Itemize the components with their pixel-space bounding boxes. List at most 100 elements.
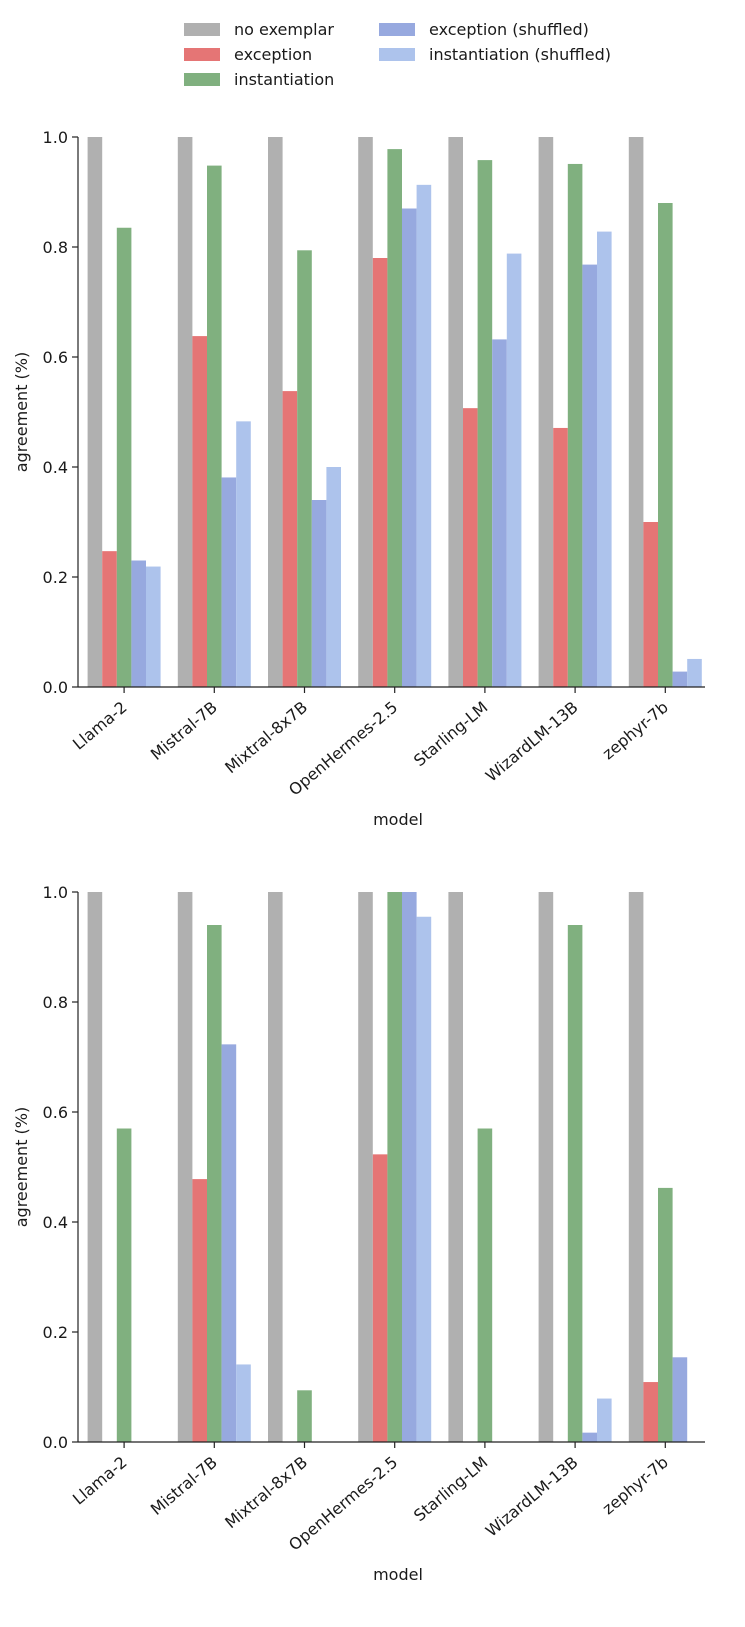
- bar-mixtral-8x7b-exception: [282, 391, 298, 687]
- bar-zephyr-7b-instantiation: [658, 1187, 673, 1442]
- x-tick-label-starling-lm: Starling-LM: [410, 1453, 492, 1526]
- bar-openhermes-2-5-exception-shuffled: [402, 892, 417, 1442]
- bar-zephyr-7b-exception: [643, 1382, 658, 1442]
- bar-zephyr-7b-no-exemplar: [628, 137, 644, 687]
- bar-wizardlm-13b-instantiation: [567, 163, 583, 687]
- bar-mixtral-8x7b-no-exemplar: [268, 892, 283, 1442]
- bar-mixtral-8x7b-exception-shuffled: [311, 500, 327, 687]
- bar-starling-lm-instantiation: [477, 160, 493, 688]
- y-axis-title: agreement (%): [12, 352, 31, 473]
- x-tick-label-zephyr-7b: zephyr-7b: [599, 1453, 672, 1519]
- bar-openhermes-2-5-instantiation-shuffled: [416, 916, 432, 1442]
- y-tick-label: 0.8: [43, 238, 68, 257]
- bar-openhermes-2-5-exception: [372, 1154, 388, 1442]
- bar-mixtral-8x7b-instantiation: [297, 250, 312, 688]
- legend-label-exception: exception: [234, 44, 313, 64]
- legend: no exemplar exception instantiation exce…: [184, 18, 644, 98]
- y-tick-label: 0.4: [43, 1213, 68, 1232]
- legend-item-exception: exception: [184, 43, 312, 65]
- x-tick-label-starling-lm: Starling-LM: [410, 698, 492, 771]
- bar-mistral-7b-no-exemplar: [177, 892, 193, 1442]
- legend-label-exception-shuffled: exception (shuffled): [429, 19, 589, 39]
- y-tick-label: 0.6: [43, 348, 68, 367]
- bar-openhermes-2-5-exception-shuffled: [402, 208, 417, 687]
- y-tick-label: 0.2: [43, 1323, 68, 1342]
- legend-swatch-no-exemplar: [184, 22, 220, 36]
- legend-swatch-exception-shuffled: [379, 22, 415, 36]
- x-tick-label-mistral-7b: Mistral-7B: [147, 698, 221, 764]
- y-tick-label: 0.4: [43, 458, 68, 477]
- bar-llama-2-exception: [102, 551, 117, 687]
- legend-label-instantiation-shuffled: instantiation (shuffled): [429, 44, 611, 64]
- bar-zephyr-7b-instantiation: [658, 203, 673, 687]
- y-tick-label: 1.0: [43, 128, 68, 147]
- bar-wizardlm-13b-instantiation: [567, 925, 583, 1442]
- bar-starling-lm-no-exemplar: [448, 137, 463, 687]
- x-axis-title: model: [373, 810, 423, 829]
- bar-mistral-7b-exception-shuffled: [221, 477, 237, 687]
- chart-top: 0.0 0.2 0.4 0.6 0.8 1.0 Llama-2 Mistral-7B Mixtr…: [12, 128, 705, 829]
- bar-mistral-7b-exception: [192, 1179, 207, 1442]
- y-tick-label: 0.2: [43, 568, 68, 587]
- x-tick-label-mixtral-8x7b: Mixtral-8x7B: [221, 698, 311, 778]
- bar-zephyr-7b-instantiation-shuffled: [687, 658, 702, 687]
- x-tick-label-llama-2: Llama-2: [69, 1453, 131, 1509]
- bar-openhermes-2-5-instantiation-shuffled: [416, 184, 432, 687]
- legend-label-no-exemplar: no exemplar: [234, 19, 334, 39]
- bar-openhermes-2-5-instantiation: [387, 892, 402, 1442]
- bar-zephyr-7b-exception-shuffled: [672, 1357, 688, 1442]
- legend-item-no-exemplar: no exemplar: [184, 18, 334, 40]
- bar-starling-lm-instantiation-shuffled: [506, 253, 522, 687]
- legend-label-instantiation: instantiation: [234, 69, 335, 89]
- bar-mixtral-8x7b-instantiation: [297, 1390, 312, 1442]
- bar-zephyr-7b-exception: [643, 522, 658, 687]
- bar-wizardlm-13b-exception-shuffled: [582, 264, 597, 687]
- bar-llama-2-exception-shuffled: [131, 560, 146, 687]
- x-tick-label-mixtral-8x7b: Mixtral-8x7B: [221, 1453, 311, 1533]
- x-axis-title: model: [373, 1565, 423, 1584]
- chart-bottom: 0.0 0.2 0.4 0.6 0.8 1.0 Llama-2 Mistral-7B Mixtr…: [12, 883, 705, 1584]
- bar-mistral-7b-exception: [192, 336, 207, 687]
- bar-llama-2-instantiation: [116, 1128, 132, 1442]
- bar-openhermes-2-5-no-exemplar: [358, 137, 373, 687]
- y-axis-title: agreement (%): [12, 1107, 31, 1228]
- legend-item-exception-shuffled: exception (shuffled): [379, 18, 589, 40]
- legend-item-instantiation-shuffled: instantiation (shuffled): [379, 43, 611, 65]
- bar-mistral-7b-instantiation: [207, 925, 222, 1442]
- y-tick-label: 0.6: [43, 1103, 68, 1122]
- bar-mixtral-8x7b-no-exemplar: [268, 137, 283, 687]
- legend-item-instantiation: instantiation: [184, 68, 334, 90]
- y-tick-label: 0.0: [43, 1433, 68, 1452]
- y-tick-label: 0.8: [43, 993, 68, 1012]
- y-tick-label: 1.0: [43, 883, 68, 902]
- bar-llama-2-no-exemplar: [87, 137, 103, 687]
- bar-mistral-7b-instantiation: [207, 165, 222, 688]
- bar-zephyr-7b-exception-shuffled: [672, 671, 688, 687]
- bar-wizardlm-13b-exception: [553, 427, 568, 687]
- legend-swatch-instantiation: [184, 72, 220, 86]
- x-tick-label-wizardlm-13b: WizardLM-13B: [482, 1453, 582, 1541]
- bar-starling-lm-exception-shuffled: [492, 339, 507, 687]
- bar-llama-2-no-exemplar: [87, 892, 103, 1442]
- legend-swatch-instantiation-shuffled: [379, 47, 415, 61]
- bar-wizardlm-13b-no-exemplar: [538, 137, 554, 687]
- bar-wizardlm-13b-instantiation-shuffled: [597, 1398, 612, 1442]
- bar-wizardlm-13b-exception-shuffled: [582, 1432, 597, 1442]
- bar-llama-2-instantiation: [116, 227, 132, 687]
- x-tick-label-zephyr-7b: zephyr-7b: [599, 698, 672, 764]
- bar-openhermes-2-5-exception: [372, 258, 388, 687]
- bar-openhermes-2-5-no-exemplar: [358, 892, 373, 1442]
- bar-starling-lm-instantiation: [477, 1128, 493, 1442]
- bar-zephyr-7b-no-exemplar: [628, 892, 644, 1442]
- bar-llama-2-instantiation-shuffled: [146, 566, 161, 687]
- x-tick-label-wizardlm-13b: WizardLM-13B: [482, 698, 582, 786]
- bar-mistral-7b-instantiation-shuffled: [236, 421, 251, 687]
- bar-starling-lm-exception: [463, 408, 478, 687]
- bar-mistral-7b-exception-shuffled: [221, 1044, 237, 1442]
- bar-mistral-7b-instantiation-shuffled: [236, 1364, 251, 1442]
- legend-swatch-exception: [184, 47, 220, 61]
- bar-wizardlm-13b-instantiation-shuffled: [597, 231, 612, 687]
- bar-starling-lm-no-exemplar: [448, 892, 463, 1442]
- x-tick-label-mistral-7b: Mistral-7B: [147, 1453, 221, 1519]
- bar-mixtral-8x7b-instantiation-shuffled: [326, 467, 341, 687]
